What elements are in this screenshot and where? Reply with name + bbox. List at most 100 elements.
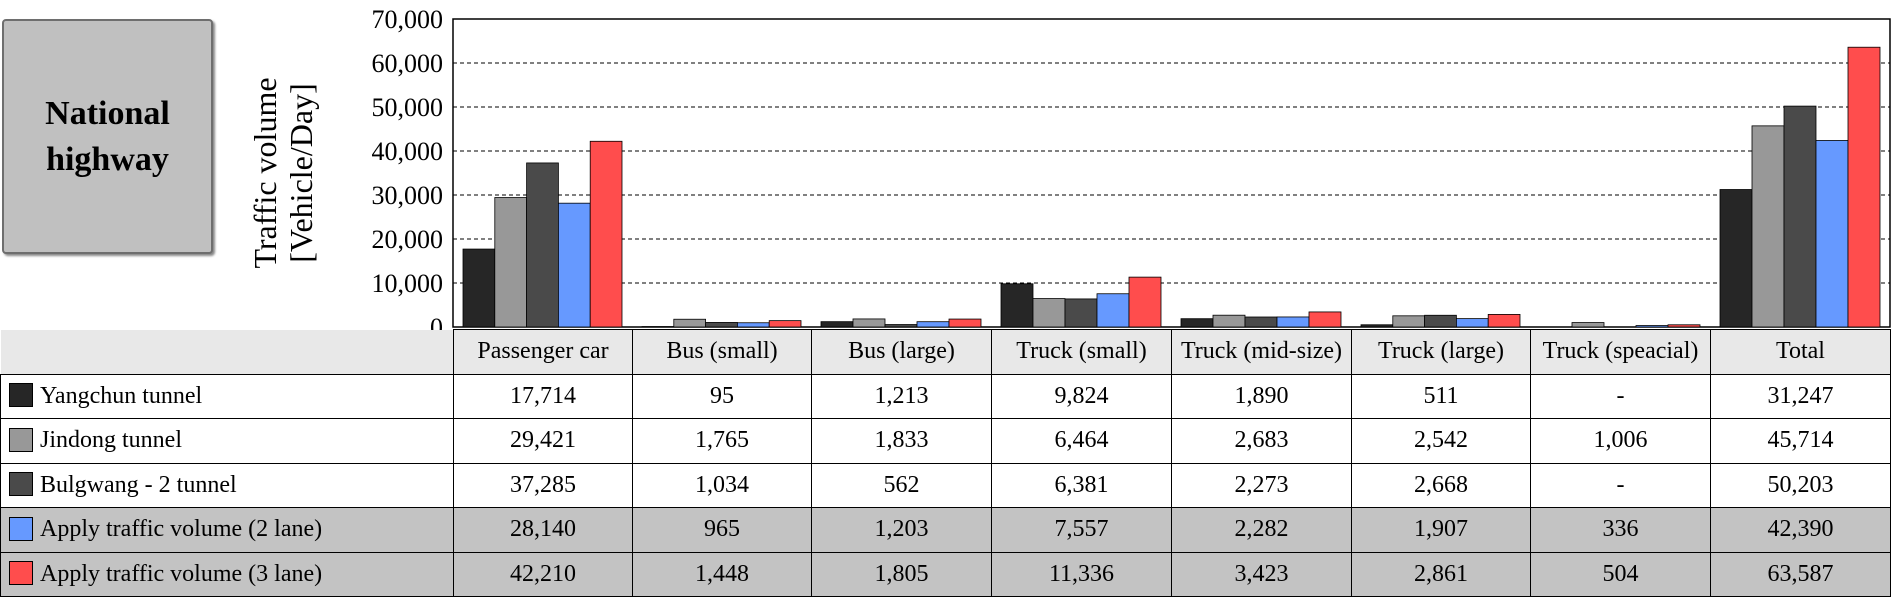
data-label: 31,247 <box>1710 373 1891 419</box>
legend-entry: Yangchun tunnel <box>0 373 454 419</box>
bar <box>948 318 982 328</box>
category-label: Total <box>1710 329 1891 375</box>
data-label: 11,336 <box>991 551 1172 597</box>
side-label: National highway <box>45 94 170 178</box>
table-row: Bulgwang - 2 tunnel 37,285 1,034 562 6,381 2,… <box>0 462 1891 508</box>
bar <box>1456 318 1489 328</box>
table-header-row: Passenger car Bus (small) Bus (large) Truck… <box>0 329 1891 375</box>
bar <box>1719 189 1753 328</box>
category-label: Passenger car <box>453 329 633 375</box>
data-label: 6,464 <box>991 418 1172 464</box>
bar <box>916 321 950 328</box>
bar <box>673 318 706 328</box>
bar <box>1000 283 1034 328</box>
data-label: 95 <box>632 373 812 419</box>
y-tick-label: 40,000 <box>372 137 444 166</box>
y-axis-label-line: [Vehicle/Day] <box>283 83 319 262</box>
bar <box>1064 298 1098 328</box>
bar <box>852 318 886 328</box>
bar <box>1180 318 1214 328</box>
bar <box>1815 140 1849 328</box>
category-label: Truck (large) <box>1351 329 1531 375</box>
y-tick-label: 20,000 <box>372 225 444 254</box>
bar <box>1276 316 1310 328</box>
bar <box>1244 316 1278 328</box>
plot-area <box>452 18 1891 328</box>
data-label: 1,890 <box>1171 373 1352 419</box>
bar <box>1424 314 1457 328</box>
data-label: 965 <box>632 507 812 553</box>
table-row: Apply traffic volume (2 lane) 28,140 965 1,… <box>0 507 1891 553</box>
category-label: Bus (small) <box>632 329 812 375</box>
legend-entry: Bulgwang - 2 tunnel <box>0 462 454 508</box>
series-name: Apply traffic volume (3 lane) <box>40 560 323 587</box>
category-label: Truck (small) <box>991 329 1172 375</box>
side-label-box: National highway <box>2 19 213 254</box>
category-label: Truck (speacial) <box>1530 329 1711 375</box>
y-tick-label: 0 <box>430 313 443 330</box>
data-label: 42,390 <box>1710 507 1891 553</box>
series-name: Jindong tunnel <box>40 427 182 454</box>
legend-entry: Apply traffic volume (3 lane) <box>0 551 454 597</box>
y-tick-label: 50,000 <box>372 93 444 122</box>
data-label: 1,833 <box>811 418 992 464</box>
data-table: Passenger car Bus (small) Bus (large) Truck… <box>0 329 1891 597</box>
series-name: Bulgwang - 2 tunnel <box>40 471 237 498</box>
table-row: Yangchun tunnel 17,714 95 1,213 9,824 1,890 51… <box>0 373 1891 419</box>
data-label: 6,381 <box>991 462 1172 508</box>
data-label: 45,714 <box>1710 418 1891 464</box>
bar <box>1783 105 1817 328</box>
bar <box>1032 298 1066 328</box>
bar <box>558 202 591 328</box>
data-label: 504 <box>1530 551 1711 597</box>
data-label: 29,421 <box>453 418 633 464</box>
y-tick-label: 70,000 <box>372 5 444 34</box>
bar <box>1635 325 1669 328</box>
bar <box>1360 324 1394 328</box>
table-row: Jindong tunnel 29,421 1,765 1,833 6,464 2,683… <box>0 418 1891 464</box>
data-label: 28,140 <box>453 507 633 553</box>
bar <box>884 324 918 328</box>
data-label: 1,213 <box>811 373 992 419</box>
bar <box>705 322 738 328</box>
data-label: 1,448 <box>632 551 812 597</box>
category-label: Bus (large) <box>811 329 992 375</box>
data-label: 17,714 <box>453 373 633 419</box>
data-label: 3,423 <box>1171 551 1352 597</box>
y-tick-label: 10,000 <box>372 269 444 298</box>
data-label: 2,683 <box>1171 418 1352 464</box>
legend-swatch <box>9 383 33 408</box>
bar <box>1847 46 1881 328</box>
data-label: 2,861 <box>1351 551 1531 597</box>
y-axis-label: Traffic volume [Vehicle/Day] <box>247 77 319 268</box>
data-label: 50,203 <box>1710 462 1891 508</box>
legend-entry: Apply traffic volume (2 lane) <box>0 507 454 553</box>
blank-cell <box>0 329 454 374</box>
bar <box>1128 276 1162 328</box>
bar <box>1392 315 1426 328</box>
data-label: 7,557 <box>991 507 1172 553</box>
table-row: Apply traffic volume (3 lane) 42,210 1,448… <box>0 551 1891 597</box>
bar <box>462 248 496 328</box>
bar <box>1667 324 1701 328</box>
data-label: 1,006 <box>1530 418 1711 464</box>
data-label: - <box>1530 373 1711 419</box>
bar <box>1212 314 1246 328</box>
data-label: 1,907 <box>1351 507 1531 553</box>
legend-swatch <box>9 561 33 586</box>
y-tick-label: 60,000 <box>372 49 444 78</box>
bar <box>1308 311 1342 328</box>
data-label: 1,034 <box>632 462 812 508</box>
data-label: 63,587 <box>1710 551 1891 597</box>
data-label: 1,203 <box>811 507 992 553</box>
bar <box>526 162 559 328</box>
legend-swatch <box>9 427 33 452</box>
bar <box>737 322 770 328</box>
bar <box>1096 293 1130 328</box>
bar <box>820 321 854 328</box>
data-label: 1,805 <box>811 551 992 597</box>
legend-swatch <box>9 472 33 497</box>
data-label: - <box>1530 462 1711 508</box>
data-label: 562 <box>811 462 992 508</box>
data-label: 511 <box>1351 373 1531 419</box>
